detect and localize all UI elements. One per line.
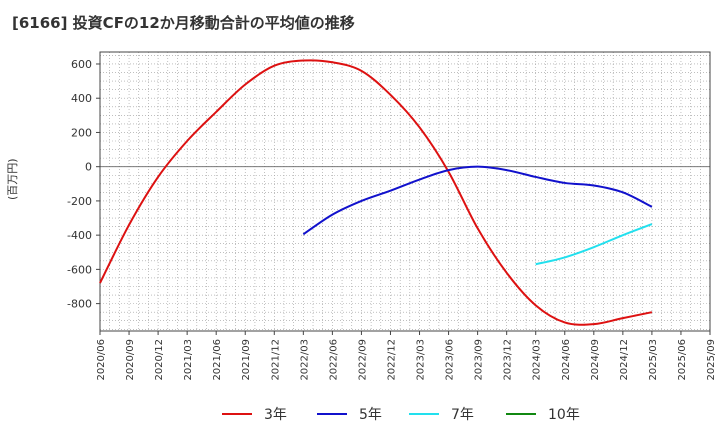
legend-label-2: 5年: [359, 407, 382, 423]
y-tick-label: 400: [71, 92, 92, 105]
y-tick-label: 0: [85, 161, 92, 174]
x-tick-label: 2020/12: [154, 339, 165, 381]
x-tick-label: 2024/03: [532, 339, 543, 381]
x-tick-label: 2023/03: [416, 339, 427, 381]
x-tick-label: 2025/09: [706, 339, 717, 381]
x-tick-label: 2022/06: [328, 339, 339, 381]
series-line-3: [535, 223, 653, 266]
x-tick-label: 2022/12: [386, 339, 397, 381]
plot-frame: [99, 51, 711, 332]
x-tick-label: 2023/12: [503, 339, 514, 381]
y-tick-label: -800: [67, 298, 92, 311]
x-tick-label: 2025/06: [677, 339, 688, 381]
x-tick-label: 2020/09: [125, 339, 136, 381]
legend-label-4: 10年: [548, 407, 580, 423]
grid-lines: [99, 52, 711, 331]
x-tick-label: 2022/09: [357, 339, 368, 381]
x-tick-label: 2021/09: [241, 339, 252, 381]
y-tick-label: 200: [71, 126, 92, 139]
legend-label-3: 7年: [451, 407, 474, 423]
y-tick-label: -400: [67, 229, 92, 242]
y-tick-label: -600: [67, 263, 92, 276]
x-tick-label: 2023/09: [474, 339, 485, 381]
legend-label-1: 3年: [264, 407, 287, 423]
series-line-1: [99, 59, 653, 326]
series-lines: [99, 59, 653, 326]
chart-title: [6166] 投資CFの12か月移動合計の平均値の推移: [12, 14, 355, 32]
x-tick-label: 2021/12: [270, 339, 281, 381]
y-tick-label: -200: [67, 195, 92, 208]
y-tick-label: 600: [71, 58, 92, 71]
x-tick-label: 2025/03: [648, 339, 659, 381]
x-tick-label: 2024/09: [590, 339, 601, 381]
x-tick-label: 2024/06: [561, 339, 572, 381]
x-tick-label: 2024/12: [619, 339, 630, 381]
x-tick-label: 2020/06: [96, 339, 107, 381]
series-line-2: [302, 165, 653, 236]
legend: 3年 5年 7年 10年: [222, 407, 580, 423]
x-tick-label: 2022/03: [299, 339, 310, 381]
x-tick-label: 2021/03: [183, 339, 194, 381]
x-tick-label: 2021/06: [212, 339, 223, 381]
x-tick-label: 2023/06: [445, 339, 456, 381]
axes: 600 400 200 0 -200 -400 -600 -800 2020/06 2020/09…: [67, 51, 717, 381]
